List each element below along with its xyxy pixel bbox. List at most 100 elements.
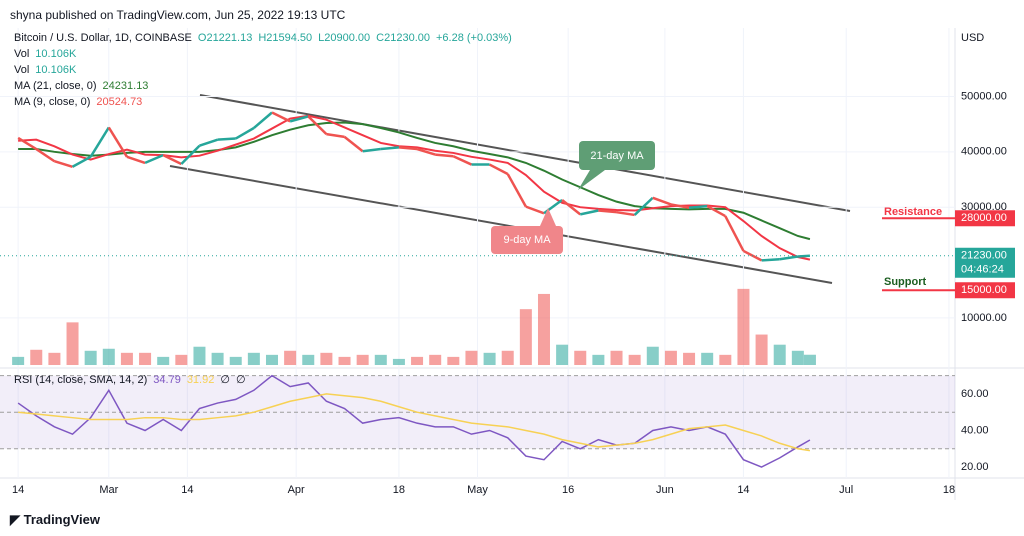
volume-bar	[102, 348, 115, 365]
legend-name: Vol	[14, 48, 30, 60]
legend-row: Vol 10.106K	[14, 64, 82, 76]
callout-text: 21-day MA	[590, 150, 644, 162]
price-segment	[561, 199, 582, 216]
price-segment	[271, 111, 291, 123]
price-segment	[199, 138, 218, 147]
volume-bar	[592, 354, 605, 365]
price-segment	[89, 126, 110, 158]
price-segment	[235, 126, 255, 140]
volume-bar	[737, 288, 750, 365]
volume-bar	[48, 352, 61, 365]
legend-row: MA (9, close, 0) 20524.73	[14, 96, 148, 108]
y-tick-label: 60.00	[961, 388, 989, 400]
legend-row: MA (21, close, 0) 24231.13	[14, 80, 154, 92]
price-segment	[670, 203, 690, 209]
volume-bar	[302, 354, 315, 365]
price-segment	[633, 196, 654, 216]
channel-lower	[169, 165, 833, 284]
volume-bar	[229, 356, 242, 365]
price-segment	[380, 146, 400, 151]
volume-bar	[338, 356, 351, 365]
volume-bar	[628, 354, 641, 365]
volume-bar	[465, 350, 478, 365]
ohlc: L20900.00	[318, 32, 371, 44]
volume-bar	[320, 352, 333, 365]
price-segment	[652, 196, 672, 206]
support-box	[955, 282, 1015, 299]
ma-line	[18, 121, 811, 241]
price-segment	[435, 153, 454, 158]
ohlc: C21230.00	[376, 32, 430, 44]
x-tick-label: 14	[737, 484, 749, 496]
channel-upper	[199, 94, 851, 212]
volume-bar	[175, 354, 188, 365]
price-segment	[71, 155, 92, 168]
resistance-label: 28000.00	[961, 212, 1007, 224]
volume-bar	[284, 350, 297, 365]
symbol: Bitcoin / U.S. Dollar, 1D, COINBASE	[14, 32, 192, 44]
callout-box	[491, 226, 563, 254]
x-tick-label: Jul	[839, 484, 853, 496]
price-segment	[489, 163, 509, 176]
y-tick-label: 40000.00	[961, 146, 1007, 158]
price-segment	[362, 147, 381, 153]
volume-bar	[610, 350, 623, 365]
price-segment	[253, 111, 273, 129]
ohlc: O21221.13	[197, 32, 253, 44]
volume-bar	[12, 356, 25, 365]
price-segment	[144, 153, 164, 165]
brand-name: TradingView	[23, 512, 100, 527]
change: +6.28 (+0.03%)	[435, 32, 512, 44]
volume-bar	[356, 354, 369, 365]
volume-bar	[211, 352, 224, 365]
volume-bar	[683, 352, 696, 365]
volume-bar	[84, 350, 97, 365]
currency: USD	[961, 32, 984, 44]
volume-bar	[120, 352, 133, 365]
volume-bar	[483, 352, 496, 365]
last-price-label: 21230.00	[961, 250, 1007, 262]
price-segment	[616, 210, 635, 217]
brand: ◤ TradingView	[10, 512, 100, 527]
support-title: Support	[884, 276, 926, 288]
volume-bar	[773, 344, 786, 365]
legend-name: RSI (14, close, SMA, 14, 2)	[14, 374, 148, 386]
price-segment	[598, 209, 617, 214]
volume-bar	[537, 293, 550, 365]
legend-value: ∅	[235, 374, 246, 386]
y-tick-label: 50000.00	[961, 90, 1007, 102]
price-segment	[688, 204, 708, 209]
legend-value: 10.106K	[35, 48, 77, 60]
legend-row: Vol 10.106K	[14, 48, 82, 60]
last-price-box	[955, 247, 1015, 278]
x-tick-label: Mar	[99, 484, 118, 496]
rsi-line	[18, 393, 811, 452]
volume-bar	[429, 354, 442, 365]
legend-value: 34.79	[153, 374, 181, 386]
y-tick-label: 20.00	[961, 461, 989, 473]
price-segment	[579, 209, 599, 216]
y-tick-label: 40.00	[961, 424, 989, 436]
price-segment	[162, 154, 182, 166]
price-segment	[54, 160, 73, 168]
y-tick-label: 30000.00	[961, 201, 1007, 213]
volume-bar	[646, 346, 659, 365]
x-tick-label: 14	[12, 484, 24, 496]
x-tick-label: 18	[393, 484, 405, 496]
legend-value: 24231.13	[102, 80, 149, 92]
price-segment	[289, 115, 309, 123]
volume-bar	[803, 354, 816, 365]
x-tick-label: May	[467, 484, 488, 496]
volume-bar	[447, 356, 460, 365]
publish-note: shyna published on TradingView.com, Jun …	[10, 8, 346, 22]
callout-pointer	[578, 170, 605, 190]
price-segment	[724, 215, 745, 252]
price-segment	[506, 173, 527, 208]
legend-row: Bitcoin / U.S. Dollar, 1D, COINBASE O2122…	[14, 32, 518, 44]
volume-bar	[574, 350, 587, 365]
volume-bar	[664, 350, 677, 365]
legend-value: 31.92	[186, 374, 215, 386]
volume-bar	[265, 354, 278, 365]
price-segment	[35, 148, 56, 163]
x-tick-label: 18	[943, 484, 955, 496]
